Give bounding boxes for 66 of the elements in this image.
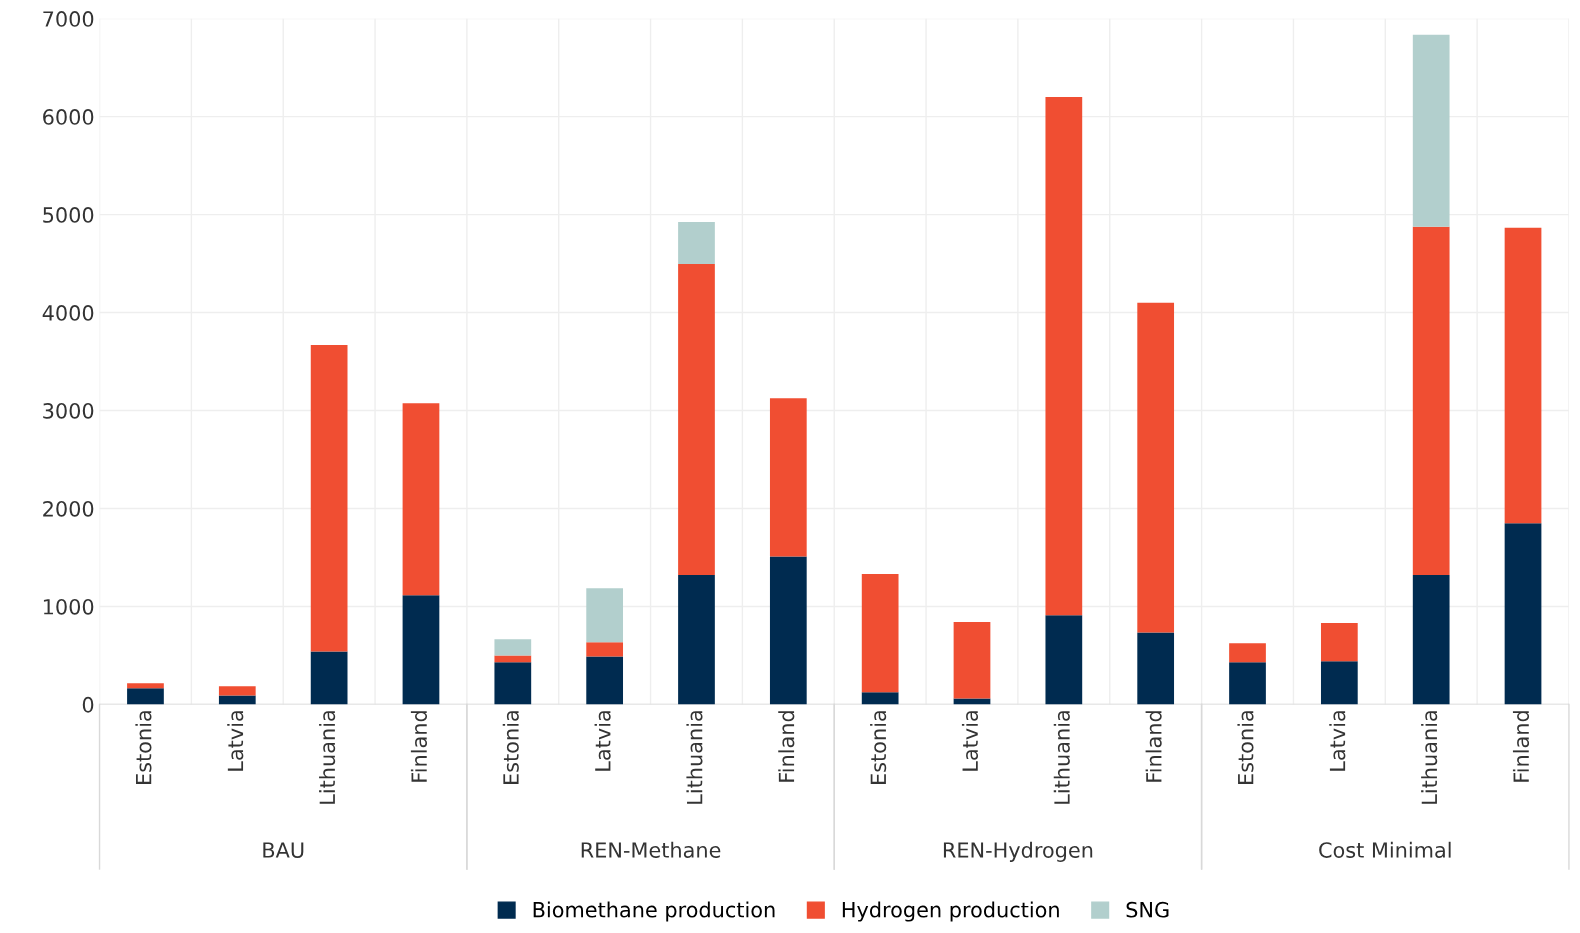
bar — [494, 655, 532, 663]
y-tick-label: 4000 — [42, 305, 94, 321]
bar — [678, 221, 715, 265]
bar — [586, 656, 624, 705]
bar — [310, 344, 348, 652]
text: Cost Minimal — [1319, 841, 1451, 858]
x-tick-label: Latvia — [227, 711, 244, 771]
x-tick-label: Estonia — [870, 711, 887, 784]
bar — [1412, 226, 1450, 576]
bar — [218, 695, 256, 705]
x-tick-label: Lithuania — [1053, 711, 1070, 804]
bar — [127, 688, 164, 705]
bar — [769, 556, 807, 705]
x-tick-label: Lithuania — [686, 711, 703, 804]
bar — [586, 588, 624, 643]
text: REN-Methane — [581, 841, 721, 858]
bar — [861, 574, 899, 693]
legend-label: Biomethane production — [533, 901, 775, 922]
bar — [861, 692, 899, 705]
bar — [218, 686, 256, 696]
bar — [494, 662, 532, 705]
bar — [402, 403, 440, 596]
bar — [1320, 661, 1358, 705]
bar — [1412, 575, 1450, 705]
bar — [1229, 643, 1266, 663]
x-tick-label: Estonia — [1237, 711, 1254, 784]
x-tick-label: Lithuania — [319, 711, 336, 804]
y-tick-label: 5000 — [43, 207, 94, 223]
bar — [678, 264, 715, 576]
text: REN-Hydrogen — [943, 841, 1093, 862]
bar — [1412, 34, 1450, 227]
legend-label: Hydrogen production — [842, 901, 1059, 922]
text: BAU — [263, 842, 304, 858]
x-tick-label: Finland — [1145, 711, 1162, 782]
bar — [769, 398, 807, 557]
bar — [1320, 623, 1358, 662]
x-tick-label: Lithuania — [1421, 711, 1438, 804]
y-tick-label: 1000 — [43, 598, 94, 615]
bar — [127, 683, 164, 689]
y-tick-label: 7000 — [43, 11, 94, 27]
bar — [1137, 302, 1175, 633]
x-tick-label: Estonia — [135, 711, 152, 784]
bar — [586, 642, 624, 657]
y-tick-label: 3000 — [43, 402, 94, 419]
y-tick-label: 0 — [82, 696, 94, 713]
x-tick-label: Latvia — [594, 711, 611, 771]
bar — [1137, 632, 1175, 705]
y-tick-label: 6000 — [43, 109, 94, 125]
bar — [1229, 662, 1266, 705]
x-tick-label: Finland — [410, 711, 428, 782]
bar — [953, 622, 991, 699]
bar — [1045, 97, 1083, 616]
bar — [1504, 523, 1542, 705]
bar — [1045, 615, 1083, 705]
x-tick-label: Latvia — [1329, 711, 1346, 771]
bar — [1504, 227, 1542, 524]
x-tick-label: Finland — [778, 711, 795, 782]
x-tick-label: Latvia — [961, 711, 979, 771]
x-tick-label: Finland — [1512, 711, 1530, 782]
legend-label: SNG — [1126, 901, 1169, 918]
bar — [402, 595, 440, 705]
y-tick-label: 2000 — [43, 500, 94, 517]
bar — [310, 651, 348, 705]
x-tick-label: Estonia — [502, 711, 519, 784]
bar — [494, 639, 532, 656]
bar — [678, 575, 715, 705]
